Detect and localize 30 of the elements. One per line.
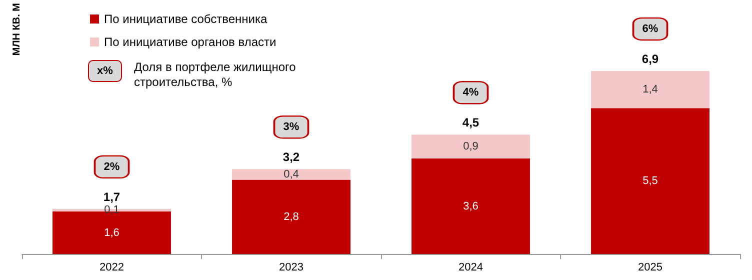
bar [412, 134, 530, 159]
annotation: x% [88, 60, 122, 82]
bar [412, 158, 530, 254]
x-tick-label: 2024 [458, 262, 483, 274]
total-label: 1,7 [103, 190, 120, 204]
data-label: 5,5 [642, 175, 658, 188]
total-label: 4,5 [462, 116, 480, 130]
bar [591, 70, 710, 108]
annotation: 4% [462, 86, 479, 99]
data-label: 0,9 [463, 140, 478, 153]
data-label: 1,4 [642, 84, 658, 96]
data-label: 2,8 [284, 210, 299, 223]
text: 6% [642, 22, 658, 35]
total-label: 3,2 [282, 150, 300, 164]
annotation: Доля в портфеле жилищного строительства, % [134, 60, 297, 90]
data-label: 3,6 [463, 200, 478, 212]
data-label: 1,6 [104, 226, 120, 239]
annotation: 2% [104, 160, 120, 173]
x-tick-label: 2025 [638, 262, 662, 274]
bar [232, 180, 350, 254]
bar [591, 108, 710, 254]
y-axis-title: МЛН КВ. М [12, 3, 22, 56]
bar [232, 169, 350, 180]
x-tick-label: 2022 [100, 262, 124, 274]
legend-label: По инициативе органов власти [104, 35, 276, 49]
data-label: 0,4 [284, 168, 299, 180]
total-label: 6,9 [642, 52, 659, 66]
annotation: 3% [283, 121, 300, 134]
x-tick-label: 2023 [279, 262, 304, 274]
legend-label: По инициативе собственника [104, 12, 268, 26]
